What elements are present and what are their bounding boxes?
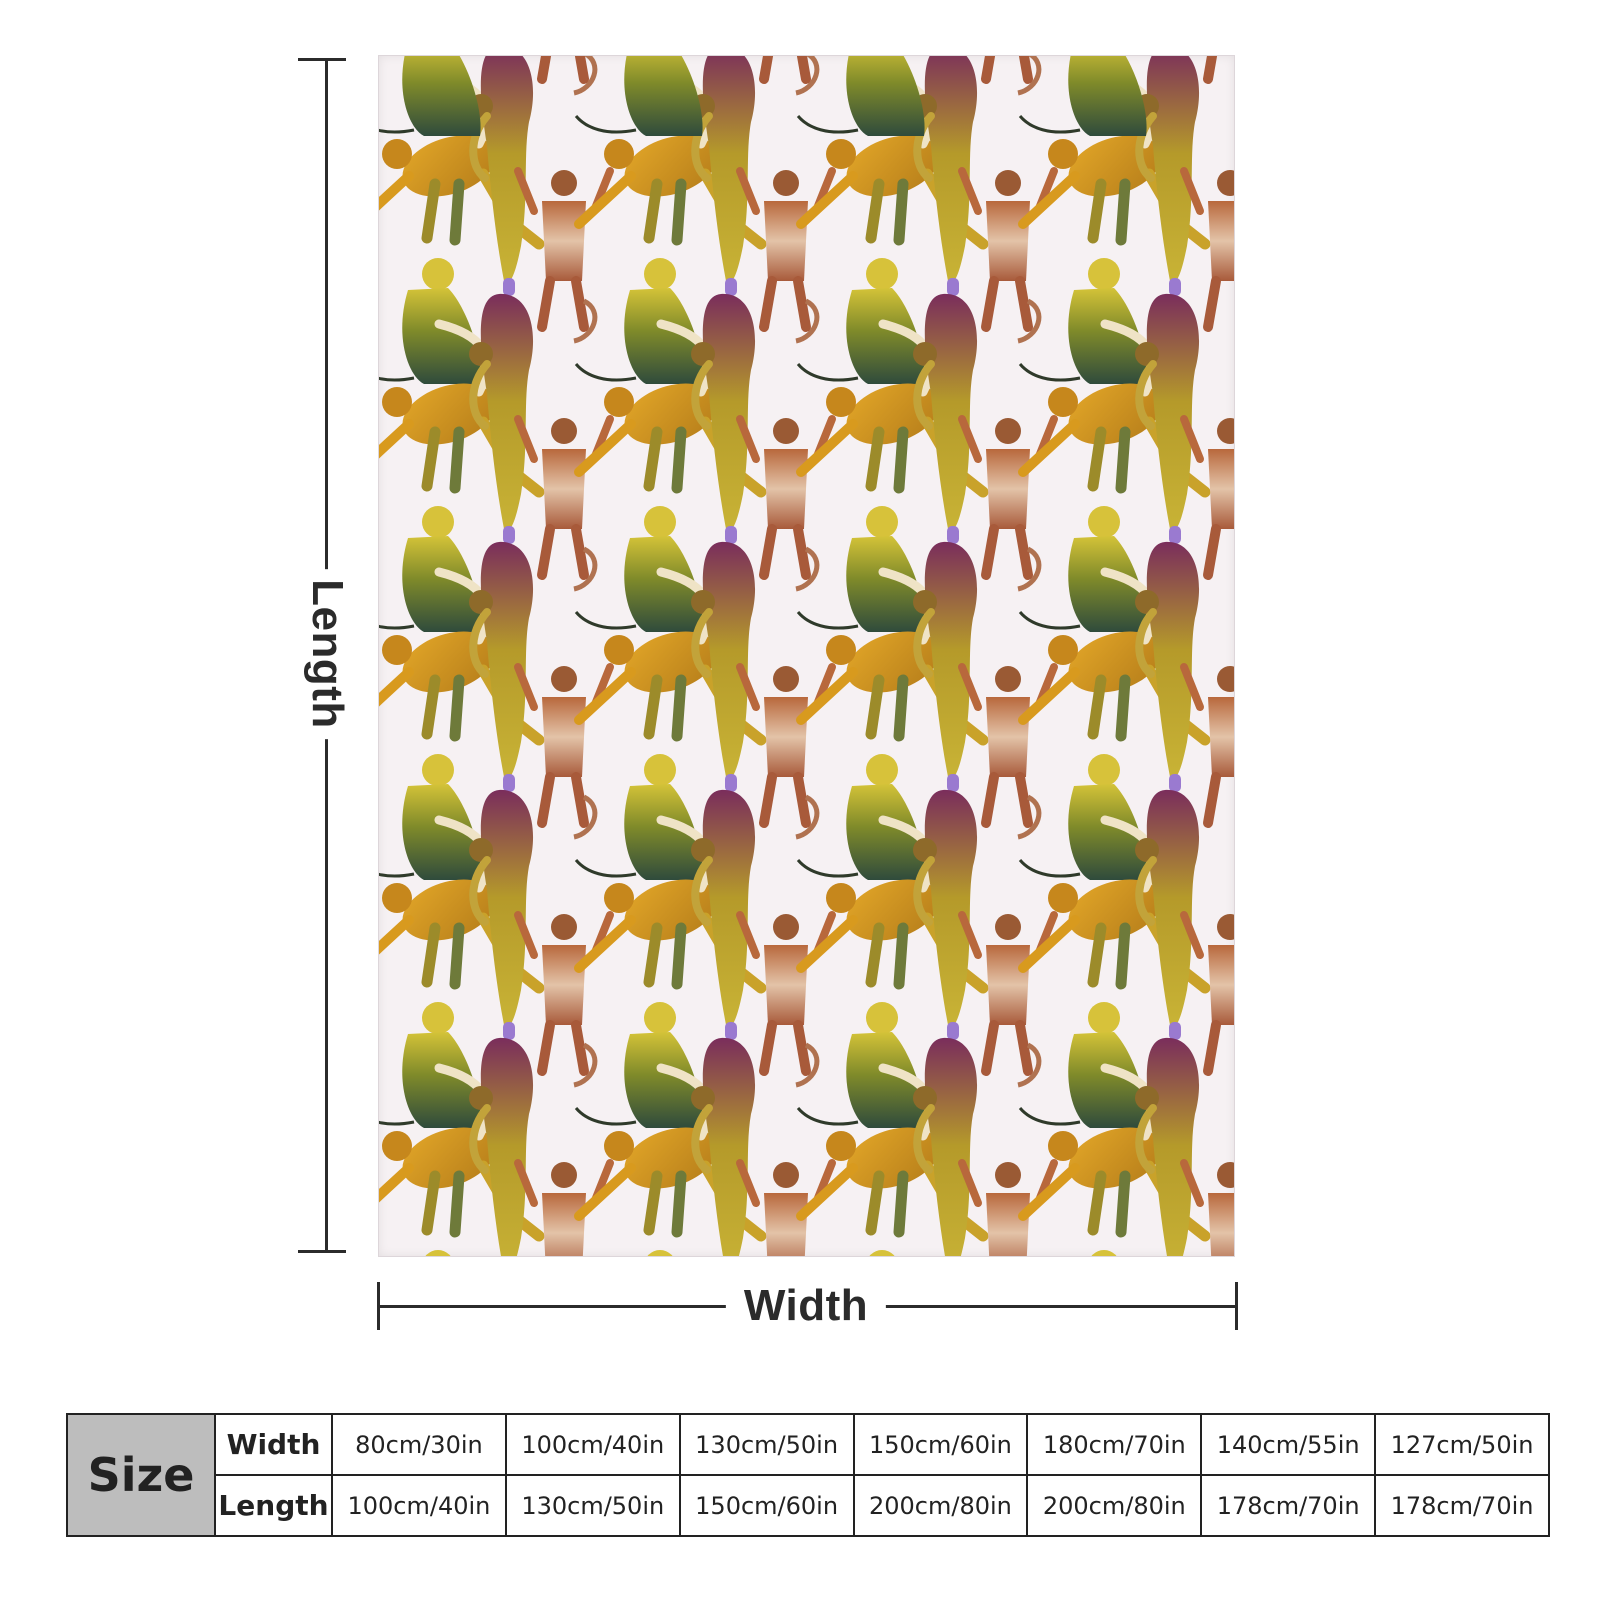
size-header: Size (66, 1413, 216, 1537)
size-chart-table: Size Width 80cm/30in 100cm/40in 130cm/50… (66, 1413, 1550, 1537)
length-value: 130cm/50in (504, 1474, 681, 1537)
length-label: Length (302, 569, 352, 739)
width-value: 127cm/50in (1374, 1413, 1550, 1476)
row-label-width: Width (214, 1413, 333, 1476)
width-value: 180cm/70in (1026, 1413, 1203, 1476)
length-value: 178cm/70in (1200, 1474, 1377, 1537)
width-value: 140cm/55in (1200, 1413, 1377, 1476)
width-value: 150cm/60in (852, 1413, 1029, 1476)
blanket-product-image (378, 55, 1235, 1257)
length-value: 100cm/40in (331, 1474, 507, 1537)
length-value: 200cm/80in (852, 1474, 1029, 1537)
width-value: 100cm/40in (504, 1413, 681, 1476)
length-value: 178cm/70in (1374, 1474, 1550, 1537)
size-row-width: Size Width 80cm/30in 100cm/40in 130cm/50… (66, 1413, 1550, 1537)
length-value: 150cm/60in (678, 1474, 855, 1537)
row-label-length: Length (214, 1474, 333, 1537)
width-value: 130cm/50in (678, 1413, 855, 1476)
size-row-length: Length 100cm/40in 130cm/50in 150cm/60in … (67, 1474, 1550, 1537)
width-value: 80cm/30in (331, 1413, 507, 1476)
length-bottom-tick (298, 1250, 346, 1253)
length-top-tick (298, 58, 346, 61)
length-value: 200cm/80in (1026, 1474, 1203, 1537)
width-label: Width (725, 1281, 887, 1331)
monkey-pattern (379, 56, 1234, 1256)
